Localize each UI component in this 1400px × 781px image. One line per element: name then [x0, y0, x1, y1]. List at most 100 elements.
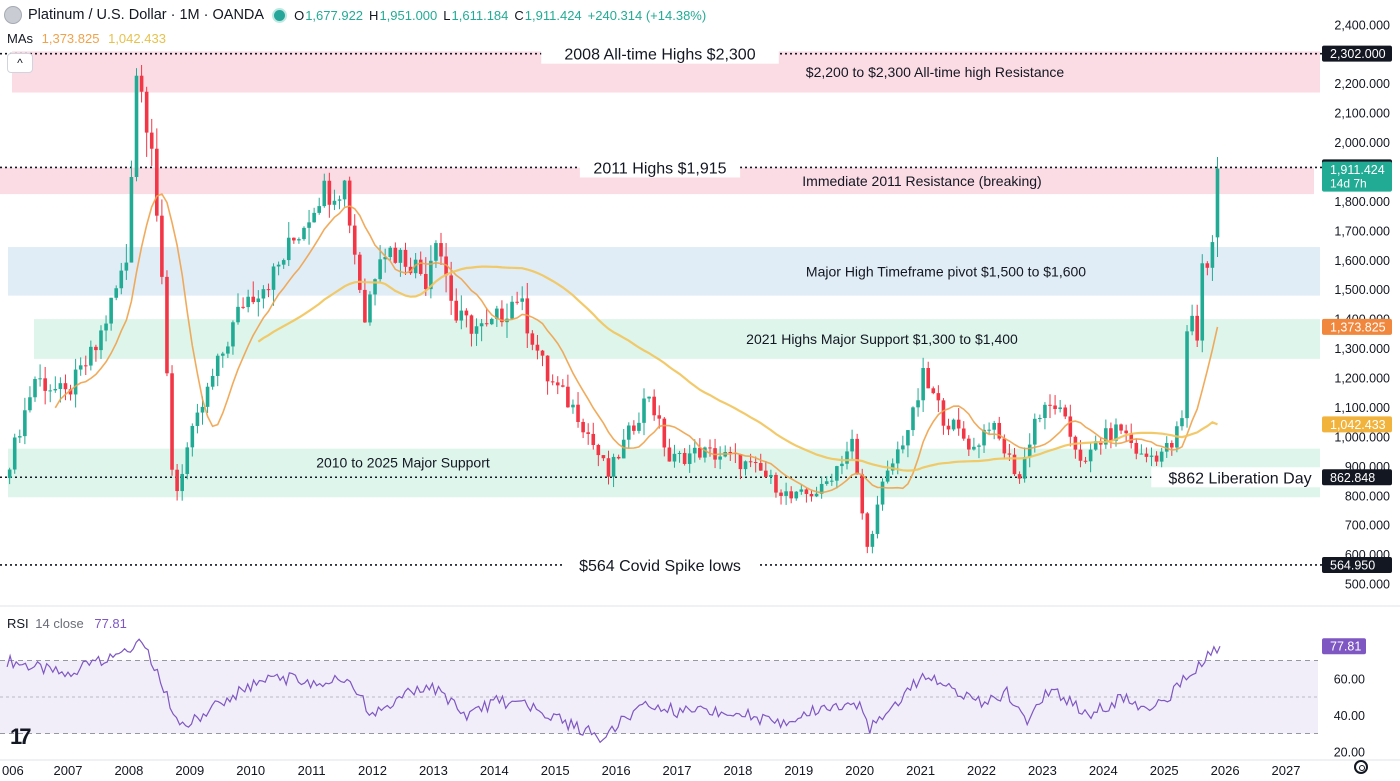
candle-body — [875, 504, 880, 534]
price-tag-6 — [1322, 556, 1392, 573]
candle-body — [28, 397, 32, 411]
time-tick-5: 2011 — [298, 763, 326, 778]
candle-body — [794, 491, 799, 499]
candle-body — [748, 461, 753, 463]
candle-body — [423, 273, 428, 290]
candle-body — [124, 262, 129, 271]
time-tick-14: 2020 — [845, 763, 874, 778]
candle-body — [1109, 428, 1113, 441]
candle-body — [484, 323, 489, 325]
candle-body — [119, 270, 124, 289]
candle-body — [99, 330, 103, 351]
candle-body — [78, 365, 83, 370]
candle-body — [1068, 416, 1073, 437]
candle-body — [779, 492, 783, 496]
candle-body — [388, 247, 393, 258]
candle-body — [1164, 443, 1169, 452]
candle-body — [652, 396, 656, 416]
collapse-legend-button[interactable]: ^ — [7, 53, 33, 73]
candle-body — [1205, 263, 1210, 268]
candle-body — [1053, 405, 1057, 410]
candle-body — [621, 439, 626, 459]
candle-body — [632, 425, 636, 431]
candle-body — [413, 259, 418, 274]
time-tick-19: 2025 — [1150, 763, 1179, 778]
candle-body — [23, 410, 27, 437]
price-tag-text-4: 1,042.433 — [1330, 418, 1386, 432]
candle-body — [992, 422, 996, 430]
candle-body — [408, 266, 413, 274]
candle-body — [317, 206, 322, 213]
candle-body — [738, 453, 743, 470]
candle-body — [226, 346, 230, 354]
candle-body — [231, 322, 235, 347]
rsi-band — [0, 660, 1318, 734]
price-tag-3 — [1322, 318, 1392, 335]
candle-body — [814, 493, 819, 497]
time-axis[interactable]: 006 2007 2008 2009 2010 2011 2012 2013 2014 2015 2… — [0, 759, 1400, 778]
candle-body — [444, 256, 448, 276]
candle-body — [596, 444, 601, 456]
price-tick-6: 1,800.000 — [1334, 195, 1390, 209]
symbol-title[interactable]: Platinum / U.S. Dollar · 1M · OANDA — [28, 7, 265, 23]
candle-body — [1002, 438, 1007, 454]
candle-body — [936, 393, 941, 401]
candle-body — [322, 180, 327, 207]
candle-body — [302, 227, 306, 240]
rsi-value-tag-text: 77.81 — [1330, 640, 1361, 654]
change-value: +240.314 (+14.38%) — [587, 7, 707, 23]
price-tick-11: 1,300.000 — [1334, 342, 1390, 356]
candle-body — [799, 489, 804, 492]
candle-body — [160, 215, 164, 277]
time-tick-2: 2008 — [114, 763, 143, 778]
ma-legend[interactable]: MAs 1,373.825 1,042.433 — [7, 31, 166, 46]
candle-body — [38, 378, 42, 380]
rsi-tick-1: 40.00 — [1334, 709, 1365, 723]
candle-body — [190, 425, 195, 448]
time-tick-21: 2027 — [1272, 763, 1301, 778]
candle-body — [931, 388, 936, 394]
candle-body — [1144, 453, 1149, 457]
time-tick-10: 2016 — [602, 763, 631, 778]
candle-body — [1119, 424, 1123, 431]
candle-body — [347, 180, 352, 226]
price-axis[interactable]: 2,400.0002,300.0002,200.0002,100.0002,00… — [1334, 18, 1390, 591]
candle-body — [804, 489, 809, 494]
level-label-0: 2008 All-time Highs $2,300 — [564, 47, 755, 64]
time-tick-17: 2023 — [1028, 763, 1057, 778]
time-tick-1: 2007 — [54, 763, 83, 778]
candle-body — [220, 353, 225, 356]
candle-body — [703, 447, 707, 458]
market-status-icon[interactable] — [274, 9, 286, 21]
annotation-labels-layer: $2,200 to $2,300 All-time high Resistanc… — [316, 43, 1329, 575]
tradingview-logo-icon[interactable]: 17 — [10, 724, 32, 749]
candle-body — [73, 369, 78, 395]
zone-3 — [34, 319, 1320, 359]
rsi-pane[interactable]: 60.00 40.00 20.00 77.81 — [0, 605, 1400, 759]
candle-body — [784, 491, 788, 496]
candle-body — [672, 453, 677, 462]
candle-body — [109, 297, 113, 324]
candle-body — [1114, 424, 1118, 441]
candle-body — [1195, 315, 1199, 341]
ma-label: MAs — [7, 31, 33, 46]
open-value: 1,677.922 — [305, 7, 364, 23]
price-tick-7: 1,700.000 — [1334, 224, 1390, 238]
zone-2 — [8, 247, 1320, 296]
time-tick-6: 2012 — [358, 763, 387, 778]
symbol-header[interactable]: Platinum / U.S. Dollar · 1M · OANDA O 1,6… — [4, 5, 712, 25]
rsi-legend[interactable]: RSI 14 close 77.81 — [7, 616, 127, 631]
level-label-bg-3 — [562, 554, 758, 575]
candle-body — [1185, 331, 1189, 419]
candle-body — [682, 452, 687, 464]
rsi-tick-2: 20.00 — [1334, 745, 1365, 759]
gear-icon[interactable] — [1354, 760, 1368, 774]
candle-body — [1154, 455, 1159, 462]
level-label-bg-0 — [541, 43, 779, 64]
candle-body — [236, 306, 240, 323]
candle-body — [611, 456, 616, 477]
candle-body — [906, 430, 910, 446]
candle-body — [916, 400, 920, 408]
